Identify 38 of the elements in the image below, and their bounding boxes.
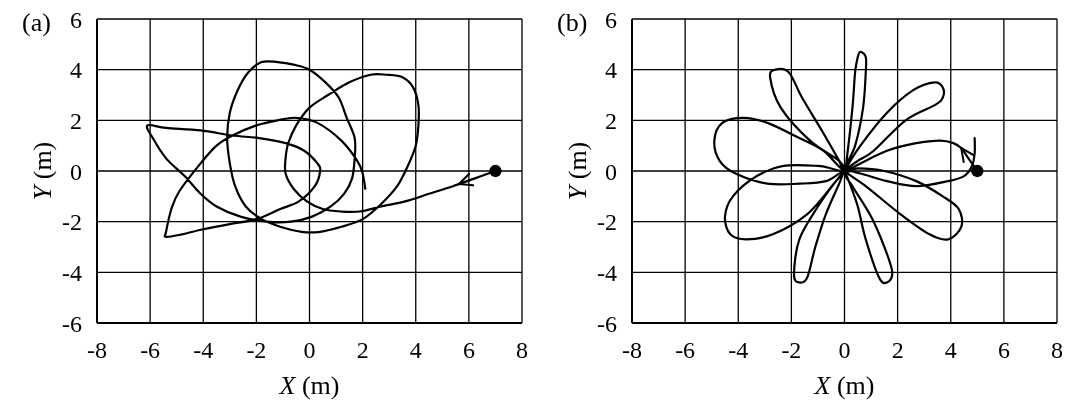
x-tick-label: -8	[87, 337, 107, 364]
x-tick-label: 4	[409, 337, 422, 364]
y-axis-title: Y (m)	[28, 141, 57, 201]
x-tick-label: 2	[356, 337, 369, 364]
x-tick-label: -8	[622, 337, 642, 364]
x-tick-label: 0	[303, 337, 316, 364]
y-tick-label: 4	[605, 57, 617, 84]
y-tick-label: 4	[70, 57, 82, 84]
y-tick-label: -6	[62, 310, 82, 337]
y-tick-label: 2	[605, 107, 617, 134]
x-tick-label: -6	[675, 337, 696, 364]
x-axis-title: X (m)	[813, 371, 875, 400]
y-tick-label: 0	[605, 158, 617, 185]
x-tick-label: -2	[246, 337, 267, 364]
y-tick-label: 2	[70, 107, 82, 134]
x-tick-label: 0	[838, 337, 851, 364]
x-tick-label: 8	[516, 337, 528, 364]
y-tick-label: 0	[70, 158, 82, 185]
x-tick-label: 8	[1051, 337, 1063, 364]
x-tick-label: -4	[193, 337, 214, 364]
y-tick-label: -2	[597, 209, 617, 236]
y-tick-label: 6	[70, 6, 82, 33]
x-tick-label: 6	[997, 337, 1010, 364]
x-tick-label: -4	[728, 337, 749, 364]
y-tick-label: -4	[62, 259, 82, 286]
x-tick-label: 4	[944, 337, 957, 364]
x-tick-label: 2	[891, 337, 904, 364]
chart-title: (b)	[557, 8, 588, 37]
x-axis-title: X (m)	[278, 371, 340, 400]
x-tick-label: 6	[462, 337, 475, 364]
y-tick-label: -6	[597, 310, 617, 337]
y-axis-title: Y (m)	[563, 141, 592, 201]
y-tick-label: -4	[597, 259, 617, 286]
y-tick-label: 6	[605, 6, 617, 33]
chart-title: (a)	[22, 8, 51, 37]
x-tick-label: -6	[140, 337, 161, 364]
x-tick-label: -2	[781, 337, 802, 364]
y-tick-label: -2	[62, 209, 82, 236]
